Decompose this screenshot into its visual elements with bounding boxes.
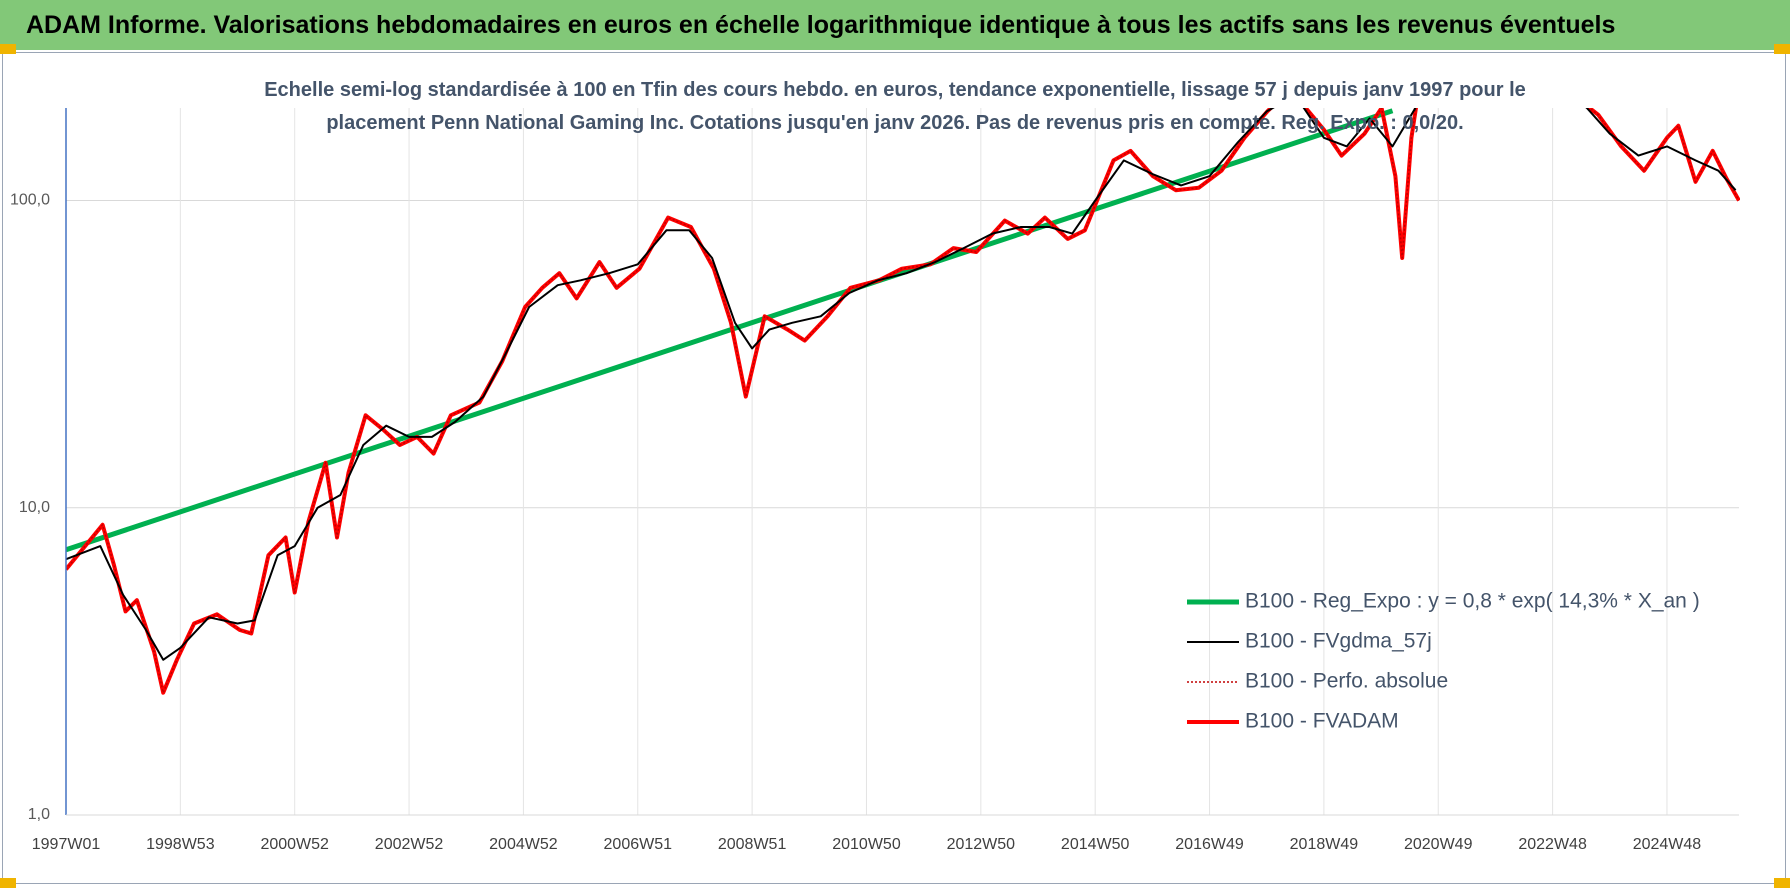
corner bbox=[1774, 878, 1790, 888]
x-tick-label: 2020W49 bbox=[1404, 836, 1473, 853]
x-tick-label: 2018W49 bbox=[1290, 836, 1359, 853]
chart-subtitle: Echelle semi-log standardisée à 100 en T… bbox=[264, 79, 1526, 134]
frame bbox=[2, 52, 1786, 884]
x-tick-label: 2000W52 bbox=[260, 836, 329, 853]
corner bbox=[1774, 44, 1790, 54]
x-tick-label: 2008W51 bbox=[718, 836, 787, 853]
x-tick-label: 2014W50 bbox=[1061, 836, 1130, 853]
x-tick-label: 2006W51 bbox=[604, 836, 673, 853]
corner bbox=[0, 44, 16, 54]
x-tick-label: 2022W48 bbox=[1518, 836, 1587, 853]
x-tick-label: 2010W50 bbox=[832, 836, 901, 853]
legend-label: B100 - Reg_Expo : y = 0,8 * exp( 14,3% *… bbox=[1245, 590, 1700, 613]
axes: 1,0 10,0 100,0 1997W01 1998W53 2000W52 2002W52… bbox=[10, 108, 1739, 853]
corner bbox=[0, 878, 16, 888]
x-tick-label: 2024W48 bbox=[1633, 836, 1702, 853]
x-tick-label: 2016W49 bbox=[1175, 836, 1244, 853]
y-tick-label: 1,0 bbox=[28, 806, 50, 823]
legend-label: B100 - FVADAM bbox=[1245, 710, 1399, 733]
x-tick-label: 1997W01 bbox=[32, 836, 101, 853]
chart-title: ADAM Informe. Valorisations hebdomadaire… bbox=[0, 0, 1790, 50]
x-tick-label: 2004W52 bbox=[489, 836, 558, 853]
grid bbox=[65, 108, 1739, 816]
x-tick-label: 2012W50 bbox=[947, 836, 1016, 853]
plot-area bbox=[66, 108, 1740, 695]
legend-label: B100 - FVgdma_57j bbox=[1245, 630, 1432, 653]
series-line bbox=[66, 108, 1394, 553]
legend-label: B100 - Perfo. absolue bbox=[1245, 670, 1448, 693]
x-tick-label: 2002W52 bbox=[375, 836, 444, 853]
y-tick-label: 100,0 bbox=[10, 192, 50, 209]
x-tick-label: 1998W53 bbox=[146, 836, 215, 853]
series-line bbox=[66, 108, 1737, 661]
y-tick-label: 10,0 bbox=[19, 499, 50, 516]
